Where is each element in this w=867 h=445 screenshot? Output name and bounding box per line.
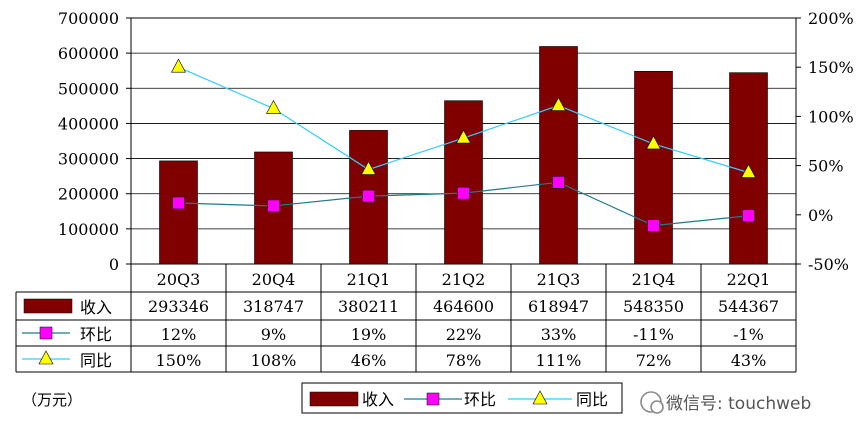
y2-tick-label: 0% bbox=[808, 206, 833, 225]
wechat-icon bbox=[640, 391, 664, 414]
bar-revenue-21Q2 bbox=[444, 100, 483, 265]
bar-revenue-21Q4 bbox=[634, 70, 673, 265]
legend-label: 同比 bbox=[576, 390, 608, 409]
marker-square-22Q1 bbox=[742, 209, 755, 223]
y2-tick-label: 150% bbox=[808, 58, 854, 77]
data-label: 72% bbox=[636, 351, 672, 370]
marker-triangle-20Q4 bbox=[265, 99, 282, 114]
marker-triangle-21Q3 bbox=[550, 96, 567, 111]
bar-revenue-21Q3 bbox=[539, 46, 578, 265]
y2-tick-label: -50% bbox=[808, 255, 849, 274]
marker-square-21Q2 bbox=[457, 186, 470, 200]
legend-key-bar bbox=[309, 391, 359, 407]
y-tick-label: 600000 bbox=[58, 44, 119, 63]
y-tick-label: 200000 bbox=[58, 185, 119, 204]
marker-square-20Q4 bbox=[267, 199, 280, 213]
data-label: 111% bbox=[536, 351, 582, 370]
table-row-label: 收入 bbox=[80, 298, 112, 317]
y-tick-label: 700000 bbox=[58, 9, 119, 28]
marker-square-21Q1 bbox=[362, 189, 375, 203]
data-label: 618947 bbox=[528, 297, 589, 316]
y2-tick-label: 50% bbox=[808, 157, 844, 176]
x-tick-label: 21Q3 bbox=[537, 270, 581, 289]
legend-label: 环比 bbox=[464, 390, 496, 409]
marker-triangle-21Q2 bbox=[455, 129, 472, 144]
table-key-bar bbox=[23, 298, 73, 314]
data-label: -1% bbox=[733, 325, 764, 344]
table-key-square bbox=[39, 326, 53, 340]
data-label: 22% bbox=[446, 325, 482, 344]
data-label: 464600 bbox=[433, 297, 494, 316]
data-label: 9% bbox=[261, 325, 286, 344]
x-tick-label: 20Q3 bbox=[157, 270, 201, 289]
y-tick-label: 300000 bbox=[58, 150, 119, 169]
marker-square-21Q3 bbox=[552, 176, 565, 189]
data-label: 544367 bbox=[718, 297, 779, 316]
unit-label: （万元） bbox=[22, 391, 82, 409]
x-tick-label: 21Q4 bbox=[632, 270, 676, 289]
data-label: 19% bbox=[351, 325, 387, 344]
data-label: 78% bbox=[446, 351, 482, 370]
data-label: 380211 bbox=[338, 297, 399, 316]
marker-square-21Q4 bbox=[647, 219, 660, 232]
y-tick-label: 500000 bbox=[58, 79, 119, 98]
watermark-text: 微信号: touchweb bbox=[666, 394, 811, 414]
x-tick-label: 22Q1 bbox=[727, 270, 771, 289]
table-row-label: 同比 bbox=[80, 351, 112, 370]
data-label: 150% bbox=[156, 351, 202, 370]
x-tick-label: 21Q2 bbox=[442, 270, 486, 289]
y-tick-label: 400000 bbox=[58, 114, 119, 133]
data-label: 43% bbox=[731, 351, 767, 370]
data-label: 108% bbox=[251, 351, 297, 370]
data-label: 548350 bbox=[623, 297, 684, 316]
legend-key-triangle bbox=[532, 390, 548, 405]
y2-tick-label: 200% bbox=[808, 9, 854, 28]
data-label: 33% bbox=[541, 325, 577, 344]
marker-triangle-22Q1 bbox=[740, 163, 757, 178]
x-tick-label: 21Q1 bbox=[347, 270, 391, 289]
data-label: -11% bbox=[633, 325, 674, 344]
y-tick-label: 0 bbox=[109, 255, 119, 274]
marker-triangle-20Q3 bbox=[170, 58, 187, 73]
legend-label: 收入 bbox=[362, 390, 394, 409]
marker-triangle-21Q1 bbox=[360, 160, 377, 175]
y2-tick-label: 100% bbox=[808, 107, 854, 126]
table-key-triangle bbox=[38, 350, 54, 365]
data-label: 12% bbox=[161, 325, 197, 344]
marker-triangle-21Q4 bbox=[645, 135, 662, 150]
bar-revenue-20Q3 bbox=[159, 160, 198, 265]
marker-square-20Q3 bbox=[172, 196, 185, 210]
x-tick-label: 20Q4 bbox=[252, 270, 296, 289]
table-row-label: 环比 bbox=[80, 325, 112, 344]
data-label: 293346 bbox=[148, 297, 209, 316]
y-tick-label: 100000 bbox=[58, 220, 119, 239]
data-label: 46% bbox=[351, 351, 387, 370]
wechat-icon-bubble bbox=[650, 400, 664, 414]
data-label: 318747 bbox=[243, 297, 304, 316]
legend-key-square bbox=[426, 392, 440, 406]
